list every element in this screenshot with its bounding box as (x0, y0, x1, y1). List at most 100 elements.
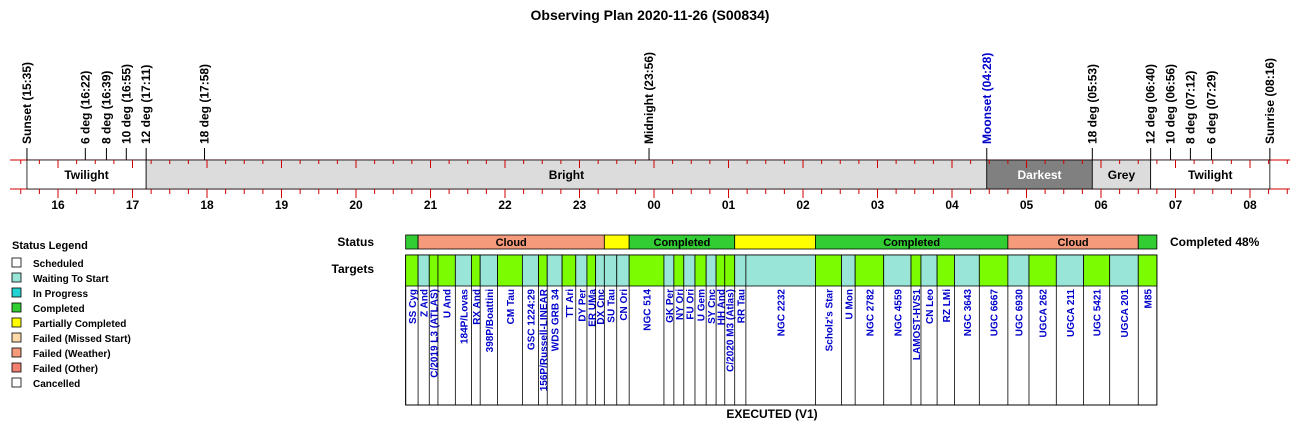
target-name-ny-ori[interactable]: NY Ori (675, 289, 686, 320)
target-block-ngc-2782[interactable] (854, 254, 885, 287)
target-name-gk-per[interactable]: GK Per (665, 289, 676, 323)
target-block-rr-tau[interactable] (734, 254, 747, 287)
target-block-ngc-514[interactable] (628, 254, 665, 287)
legend-label: Failed (Weather) (33, 349, 111, 360)
status-segment (405, 234, 419, 250)
target-name-156p-russell-linear[interactable]: 156P/Russell-LINEAR (539, 288, 550, 391)
target-name-398p-boattini[interactable]: 398P/Boattini (485, 289, 496, 353)
target-name-tt-ari[interactable]: TT Ari (565, 289, 576, 318)
target-name-ngc-3643[interactable]: NGC 3643 (963, 289, 974, 337)
target-block-su-tau[interactable] (603, 254, 618, 287)
target-block-rz-lmi[interactable] (936, 254, 955, 287)
target-name-su-tau[interactable]: SU Tau (607, 289, 618, 323)
target-name-hh-and[interactable]: HH And (716, 289, 727, 325)
target-block-tt-ari[interactable] (561, 254, 577, 287)
target-block-156p-russell-linear[interactable] (538, 254, 548, 287)
target-name-dy-per[interactable]: DY Per (577, 289, 588, 322)
target-name-scholz-s-star[interactable]: Scholz's Star (824, 289, 835, 352)
status-row-label: Status (337, 235, 374, 249)
target-name-u-gem[interactable]: U Gem (697, 289, 708, 321)
event-label: 8 deg (07:12) (1183, 71, 1197, 144)
target-name-cn-leo[interactable]: CN Leo (925, 289, 936, 324)
target-name-fu-ori[interactable]: FU Ori (685, 289, 696, 320)
target-name-rr-tau[interactable]: RR Tau (736, 289, 747, 323)
hour-axis: 16 17 18 19 20 21 22 23 00 01 02 03 04 05 06 07 08 (20, 160, 1288, 212)
event-label: 6 deg (16:22) (78, 71, 92, 144)
target-name-u-and[interactable]: U And (443, 289, 454, 318)
sky-segment (986, 159, 1093, 190)
target-block-lamost-hvs1[interactable] (910, 254, 922, 287)
target-name-er-uma[interactable]: ER UMa (587, 289, 598, 327)
target-block-u-mon[interactable] (841, 254, 856, 287)
target-name-m85[interactable]: M85 (1144, 289, 1155, 309)
target-block-dy-per[interactable] (575, 254, 588, 287)
target-block-gk-per[interactable] (663, 254, 675, 287)
target-block-er-uma[interactable] (586, 254, 597, 287)
target-block-184p-lovas[interactable] (454, 254, 472, 287)
target-name-dx-cnc[interactable]: DX Cnc (596, 289, 607, 325)
target-name-gsc-1224-29[interactable]: GSC 1224:29 (526, 289, 537, 351)
target-block-398p-boattini[interactable] (479, 254, 498, 287)
target-block-ngc-4559[interactable] (883, 254, 912, 287)
target-block-ngc-2232[interactable] (745, 254, 816, 287)
target-block-fu-ori[interactable] (683, 254, 696, 287)
target-block-ugca-262[interactable] (1028, 254, 1057, 287)
target-name-c-2019-l3-atlas[interactable]: C/2019 L3 (ATLAS) (430, 289, 441, 378)
target-block-u-gem[interactable] (694, 254, 707, 287)
target-name-ugca-201[interactable]: UGCA 201 (1120, 289, 1131, 338)
target-block-scholz-s-star[interactable] (815, 254, 842, 287)
target-block-gsc-1224-29[interactable] (521, 254, 539, 287)
target-name-wds-grb-34[interactable]: WDS GRB 34 (551, 289, 562, 352)
target-name-ugc-6667[interactable]: UGC 6667 (990, 289, 1001, 337)
target-block-sy-cnc[interactable] (705, 254, 717, 287)
target-name-u-mon[interactable]: U Mon (844, 289, 855, 320)
target-block-ugc-6930[interactable] (1007, 254, 1030, 287)
target-block-c-2020-m3-atlas[interactable] (724, 254, 736, 287)
target-block-cn-ori[interactable] (616, 254, 630, 287)
target-block-u-and[interactable] (437, 254, 456, 287)
target-name-rx-and[interactable]: RX And (472, 289, 483, 325)
target-name-ss-cyg[interactable]: SS Cyg (408, 289, 419, 324)
legend-swatch (11, 257, 22, 268)
legend-label: Waiting To Start (33, 274, 109, 285)
target-block-ngc-3643[interactable] (954, 254, 980, 287)
target-block-z-and[interactable] (417, 254, 430, 287)
target-name-ngc-2782[interactable]: NGC 2782 (865, 289, 876, 337)
target-block-ugca-211[interactable] (1055, 254, 1085, 287)
hour-label: 19 (275, 198, 289, 212)
target-block-rx-and[interactable] (471, 254, 481, 287)
target-name-sy-cnc[interactable]: SY Cnc (707, 289, 718, 324)
target-block-hh-and[interactable] (715, 254, 726, 287)
target-name-ugca-211[interactable]: UGCA 211 (1066, 289, 1077, 337)
hour-label: 02 (796, 198, 810, 212)
target-block-wds-grb-34[interactable] (546, 254, 563, 287)
hour-label: 20 (349, 198, 363, 212)
legend-swatch (11, 332, 22, 343)
target-name-ugca-262[interactable]: UGCA 262 (1039, 289, 1050, 338)
target-name-ngc-4559[interactable]: NGC 4559 (893, 289, 904, 337)
target-name-cm-tau[interactable]: CM Tau (506, 289, 517, 324)
target-block-ugc-5421[interactable] (1083, 254, 1111, 287)
target-name-cn-ori[interactable]: CN Ori (619, 289, 630, 321)
target-block-ny-ori[interactable] (673, 254, 685, 287)
target-name-lamost-hvs1[interactable]: LAMOST-HVS1 (912, 289, 923, 361)
target-name-ugc-5421[interactable]: UGC 5421 (1093, 289, 1104, 337)
target-block-cn-leo[interactable] (920, 254, 938, 287)
target-block-dx-cnc[interactable] (595, 254, 605, 287)
target-name-184p-lovas[interactable]: 184P/Lovas (459, 289, 470, 344)
target-block-cm-tau[interactable] (497, 254, 523, 287)
target-name-z-and[interactable]: Z And (420, 289, 431, 317)
target-block-ugca-201[interactable] (1109, 254, 1139, 287)
completion-summary: Completed 48% (1170, 235, 1260, 249)
legend-swatch (11, 317, 22, 328)
target-name-rz-lmi[interactable]: RZ LMi (942, 289, 953, 323)
target-block-c-2019-l3-atlas[interactable] (428, 254, 439, 287)
target-name-ngc-514[interactable]: NGC 514 (643, 289, 654, 331)
target-block-ss-cyg[interactable] (405, 254, 419, 287)
target-name-c-2020-m3-atlas[interactable]: C/2020 M3 (Atlas) (726, 289, 737, 372)
target-name-ugc-6930[interactable]: UGC 6930 (1014, 289, 1025, 337)
target-block-m85[interactable] (1137, 254, 1158, 287)
target-name-ngc-2232[interactable]: NGC 2232 (777, 289, 788, 337)
target-block-ugc-6667[interactable] (978, 254, 1009, 287)
